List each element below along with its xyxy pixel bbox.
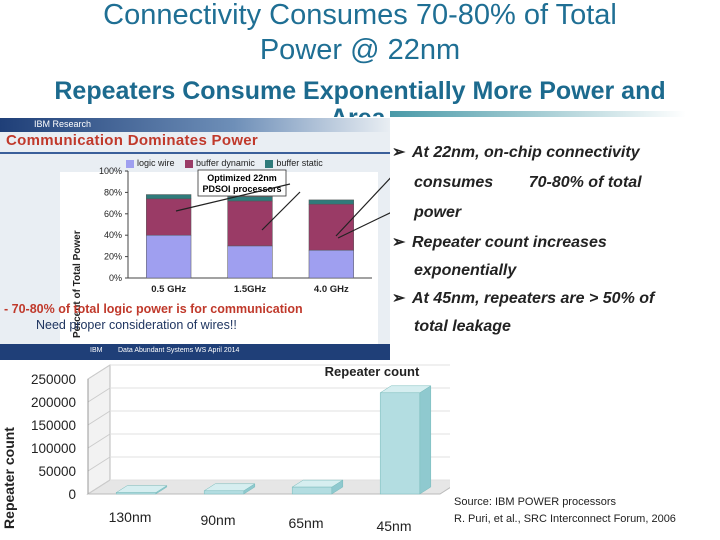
stacked-y-tick-label: 20% — [104, 252, 122, 262]
slide-callout: - 70-80% of total logic power is for com… — [4, 302, 303, 316]
stacked-y-tick-label: 40% — [104, 230, 122, 240]
bullet-2: ➢ Repeater count increases — [392, 229, 607, 257]
repeater-x-tick-label: 65nm — [288, 515, 323, 531]
title-line-1: Connectivity Consumes 70-80% of Total — [103, 0, 617, 31]
annotation-arrow-2 — [261, 191, 301, 231]
stacked-x-tick-label: 4.0 GHz — [314, 284, 349, 295]
repeater-x-tick-label: 45nm — [376, 518, 411, 534]
stacked-bar-segment — [308, 203, 354, 251]
bullet-arrow-icon: ➢ — [392, 290, 406, 307]
annotation-arrow-1 — [175, 183, 291, 212]
slide-footer: IBM Data Abundant Systems WS April 2014 — [0, 344, 390, 360]
stacked-bar-segment — [146, 198, 192, 236]
bullet-2-line-1: Repeater count increases — [412, 234, 607, 251]
source-line-2: R. Puri, et al., SRC Interconnect Forum,… — [454, 513, 676, 525]
repeater-bar — [291, 486, 333, 495]
slide-title-underline — [0, 152, 390, 154]
repeater-bar-side — [419, 385, 432, 495]
stacked-bar-segment — [227, 200, 273, 247]
repeater-bar — [203, 490, 245, 495]
repeater-x-tick-label: 90nm — [200, 512, 235, 528]
annotation-group: Optimized 22nm PDSOI processors — [175, 169, 390, 239]
legend-buffer-dynamic: buffer dynamic — [196, 158, 255, 168]
bullet-1: ➢ At 22nm, on-chip connectivity — [392, 139, 640, 167]
slide-legend: logic wire buffer dynamic buffer static — [118, 158, 323, 168]
annotation-line-1: Optimized 22nm — [207, 173, 277, 183]
stacked-bar-segment — [227, 245, 273, 279]
stacked-y-axis-label: Percent of Total Power — [72, 230, 83, 338]
repeater-gridline — [87, 387, 111, 403]
slide-footer-right: Data Abundant Systems WS April 2014 — [118, 347, 240, 354]
bullet-1-line-3: power — [414, 204, 462, 221]
annotation-box — [197, 169, 287, 197]
stacked-power-chart: Percent of Total Power 0% 20% 40% 60% 80% 100… — [72, 166, 390, 338]
repeater-gridline — [87, 456, 111, 472]
repeater-y-tick-label: 200000 — [31, 395, 76, 410]
repeater-gridline — [87, 479, 111, 495]
stacked-bar-segment — [146, 234, 192, 279]
repeater-y-tick-label: 250000 — [31, 372, 76, 387]
slide-title: Communication Dominates Power — [6, 132, 259, 149]
bullet-arrow-icon: ➢ — [392, 144, 406, 161]
stacked-y-tick-label: 60% — [104, 209, 122, 219]
annotation-arrow-4 — [337, 212, 390, 239]
repeater-side-wall — [87, 364, 111, 495]
repeater-x-tick-label: 130nm — [109, 509, 152, 525]
page-title: Connectivity Consumes 70-80% of Total Po… — [0, 0, 720, 68]
bullet-1-line-2-text: consumes 70-80% of total — [414, 174, 642, 191]
bullet-arrow-icon: ➢ — [392, 234, 406, 251]
repeater-gridline — [87, 364, 111, 380]
legend-swatch-buffer-dynamic — [185, 159, 194, 168]
source-citation: Source: IBM POWER processors R. Puri, et… — [454, 494, 676, 528]
repeater-bar — [115, 492, 157, 495]
legend-swatch-buffer-static — [265, 159, 274, 168]
stacked-bar-segment — [308, 199, 354, 205]
stacked-bar-segment — [146, 194, 192, 200]
title-divider — [390, 111, 686, 117]
repeater-count-chart: Repeater count Repeater count 0 50000 1000… — [1, 364, 450, 534]
legend-swatch-logic-wire — [126, 159, 134, 168]
annotation-arrow-3 — [335, 177, 390, 237]
repeater-y-axis-label: Repeater count — [1, 427, 17, 529]
bullet-2-line-2: exponentially — [414, 262, 517, 279]
bullet-3: ➢ At 45nm, repeaters are > 50% of — [392, 285, 654, 313]
repeater-marks: 0 50000 100000 150000 200000 250000 130nm 90nm 6… — [31, 364, 450, 534]
page-subtitle: Repeaters Consume Exponentially More Pow… — [54, 77, 666, 105]
page-subtitle-overflow: Area — [330, 103, 386, 117]
stacked-x-tick-label: 0.5 GHz — [151, 284, 186, 295]
slide-callout-2: Need proper consideration of wires!! — [36, 318, 237, 332]
repeater-gridline — [87, 433, 111, 449]
repeater-chart-title: Repeater count — [325, 364, 420, 379]
repeater-y-tick-label: 50000 — [38, 464, 76, 479]
bullet-1-line-2: consumes 70-80% of total — [414, 169, 642, 197]
legend-buffer-static: buffer static — [276, 158, 323, 168]
stacked-bar-segment — [308, 249, 354, 279]
title-line-2: Power @ 22nm — [259, 34, 461, 66]
stacked-y-tick-label: 0% — [109, 273, 122, 283]
repeater-y-tick-label: 150000 — [31, 418, 76, 433]
repeater-y-tick-label: 0 — [68, 487, 76, 502]
legend-logic-wire: logic wire — [137, 158, 175, 168]
stacked-x-tick-label: 1.5GHz — [234, 284, 266, 295]
stacked-y-tick-label: 100% — [99, 166, 122, 176]
slide-footer-left: IBM — [90, 347, 103, 354]
repeater-gridline — [87, 410, 111, 426]
bullet-3-line-1: At 45nm, repeaters are > 50% of — [412, 290, 655, 307]
bullet-1-line-1: At 22nm, on-chip connectivity — [412, 144, 640, 161]
embedded-slide: IBM Research Communication Dominates Pow… — [0, 118, 390, 360]
bullet-3-line-2: total leakage — [414, 318, 511, 335]
annotation-line-2: PDSOI processors — [202, 184, 281, 194]
repeater-y-tick-label: 100000 — [31, 441, 76, 456]
slide-header-text: IBM Research — [34, 119, 92, 129]
stacked-y-tick-label: 80% — [104, 187, 122, 197]
source-line-1: Source: IBM POWER processors — [454, 496, 616, 508]
stacked-marks: 0% 20% 40% 60% 80% 100% 0.5 GHz 1.5GHz 4.0 GHz — [99, 166, 372, 295]
slide-header: IBM Research — [0, 118, 390, 132]
repeater-bar — [379, 392, 421, 495]
